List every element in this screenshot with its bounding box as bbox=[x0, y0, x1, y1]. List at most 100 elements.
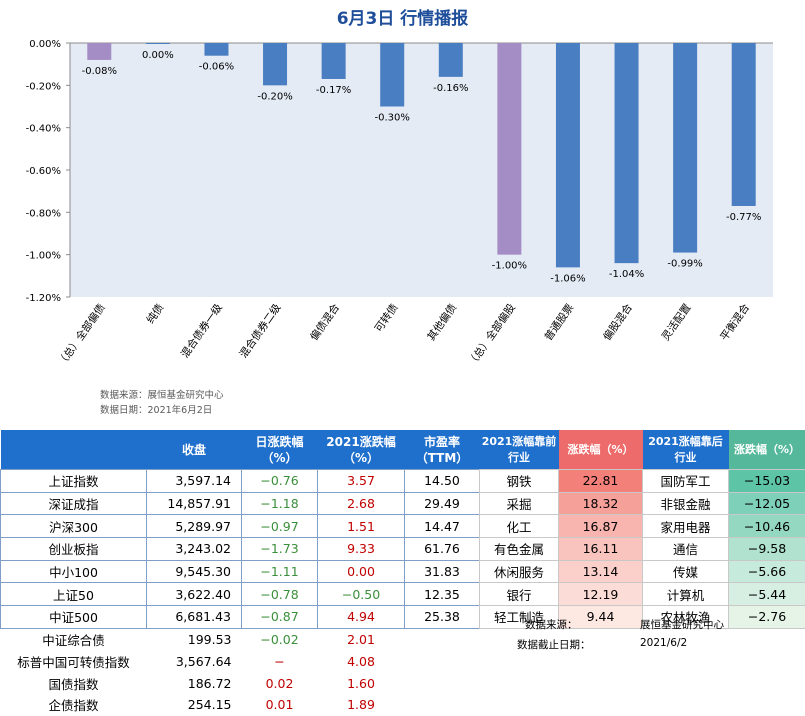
index-close: 6,681.43 bbox=[147, 606, 242, 629]
bar bbox=[263, 43, 287, 85]
sector-bottom-name: 计算机 bbox=[643, 583, 729, 606]
index-close: 5,289.97 bbox=[147, 515, 242, 538]
header-ytd-change: 2021涨跌幅 （%） bbox=[318, 430, 405, 470]
index-name: 上证指数 bbox=[1, 470, 147, 493]
sector-bottom-change: −10.46 bbox=[729, 515, 805, 538]
data-label: -1.00% bbox=[492, 261, 527, 272]
y-tick-label: -0.20% bbox=[26, 81, 61, 92]
bar bbox=[615, 43, 639, 263]
header-blank bbox=[1, 430, 147, 470]
sector-bottom-change: −15.03 bbox=[729, 470, 805, 493]
y-tick-label: 0.00% bbox=[29, 39, 61, 50]
index-pe: 14.50 bbox=[405, 470, 480, 493]
bar bbox=[380, 43, 404, 107]
sector-table: 2021涨幅靠前 行业 涨跌幅（%） 2021涨幅靠后 行业 涨跌幅（%） 钢铁… bbox=[479, 430, 805, 629]
bar bbox=[732, 43, 756, 206]
index-pe: 14.47 bbox=[405, 515, 480, 538]
sector-top-change: 22.81 bbox=[559, 470, 643, 493]
data-label: -0.16% bbox=[433, 83, 468, 94]
index-close: 3,567.64 bbox=[147, 651, 242, 673]
y-tick-label: -0.80% bbox=[26, 208, 61, 219]
sector-top-name: 有色金属 bbox=[480, 538, 559, 561]
index-ytd-change: 2.01 bbox=[318, 628, 405, 650]
category-label: 平衡混合 bbox=[717, 301, 752, 343]
bar bbox=[556, 43, 580, 267]
sector-top-change: 12.19 bbox=[559, 583, 643, 606]
index-ytd-change: 1.51 bbox=[318, 515, 405, 538]
index-name: 标普中国可转债指数 bbox=[1, 651, 147, 673]
index-day-change: −0.02 bbox=[242, 628, 318, 650]
data-label: -1.06% bbox=[550, 273, 585, 284]
index-name: 深证成指 bbox=[1, 492, 147, 515]
data-label: -0.08% bbox=[82, 66, 117, 77]
data-label: -0.30% bbox=[375, 113, 410, 124]
index-name: 国债指数 bbox=[1, 672, 147, 694]
index-day-change: −1.73 bbox=[242, 538, 318, 561]
index-close: 254.15 bbox=[147, 694, 242, 716]
index-ytd-change: 9.33 bbox=[318, 538, 405, 561]
category-label: 可转债 bbox=[372, 301, 401, 334]
index-pe bbox=[405, 672, 480, 694]
sector-top-name: 采掘 bbox=[480, 492, 559, 515]
index-close: 3,597.14 bbox=[147, 470, 242, 493]
sector-bottom-change: −9.58 bbox=[729, 538, 805, 561]
category-label: 灵活配置 bbox=[660, 302, 694, 343]
index-day-change: −0.97 bbox=[242, 515, 318, 538]
sector-top-name: 钢铁 bbox=[480, 470, 559, 493]
data-label: -0.20% bbox=[257, 91, 292, 102]
sector-date-value: 2021/6/2 bbox=[640, 637, 687, 649]
header-top-change: 涨跌幅（%） bbox=[559, 430, 643, 470]
category-label: （总）全部偏股 bbox=[465, 301, 518, 369]
sector-source-label: 数据来源： bbox=[525, 617, 578, 632]
header-bottom-change: 涨跌幅（%） bbox=[729, 430, 805, 470]
sector-top-change: 16.11 bbox=[559, 538, 643, 561]
header-close: 收盘 bbox=[147, 430, 242, 470]
bar bbox=[204, 43, 228, 56]
sector-bottom-change: −5.44 bbox=[729, 583, 805, 606]
index-ytd-change: −0.50 bbox=[318, 583, 405, 606]
header-top-sector: 2021涨幅靠前 行业 bbox=[480, 430, 559, 470]
y-tick-label: -1.00% bbox=[26, 251, 61, 262]
sector-bottom-name: 家用电器 bbox=[643, 515, 729, 538]
bar bbox=[439, 43, 463, 77]
index-day-change: −0.78 bbox=[242, 583, 318, 606]
index-name: 沪深300 bbox=[1, 515, 147, 538]
chart-date: 数据日期：2021年6月2日 bbox=[100, 402, 212, 416]
sector-table-header: 2021涨幅靠前 行业 涨跌幅（%） 2021涨幅靠后 行业 涨跌幅（%） bbox=[480, 430, 805, 470]
category-label: 纯债 bbox=[144, 301, 167, 326]
index-pe bbox=[405, 651, 480, 673]
category-label: 偏股混合 bbox=[600, 301, 635, 343]
y-tick-label: -0.40% bbox=[26, 124, 61, 135]
header-bottom-sector: 2021涨幅靠后 行业 bbox=[643, 430, 729, 470]
category-label: 偏债混合 bbox=[307, 301, 342, 343]
index-ytd-change: 4.94 bbox=[318, 606, 405, 629]
index-day-change: −1.11 bbox=[242, 560, 318, 583]
category-label: 其他偏债 bbox=[425, 301, 460, 343]
sector-bottom-change: −5.66 bbox=[729, 560, 805, 583]
sector-bottom-name: 非银金融 bbox=[643, 492, 729, 515]
sector-top-change: 13.14 bbox=[559, 560, 643, 583]
category-label: 混合债券一级 bbox=[178, 301, 225, 360]
data-label: -0.17% bbox=[316, 85, 351, 96]
sector-top-name: 休闲服务 bbox=[480, 560, 559, 583]
sector-top-name: 化工 bbox=[480, 515, 559, 538]
sector-top-change: 18.32 bbox=[559, 492, 643, 515]
index-pe: 25.38 bbox=[405, 606, 480, 629]
index-close: 186.72 bbox=[147, 672, 242, 694]
category-label: 普通股票 bbox=[542, 301, 577, 343]
index-ytd-change: 4.08 bbox=[318, 651, 405, 673]
sector-bottom-name: 通信 bbox=[643, 538, 729, 561]
sector-bottom-name: 国防军工 bbox=[643, 470, 729, 493]
index-ytd-change: 2.68 bbox=[318, 492, 405, 515]
index-name: 创业板指 bbox=[1, 538, 147, 561]
sector-date-label: 数据截止日期： bbox=[517, 637, 591, 652]
index-ytd-change: 1.89 bbox=[318, 694, 405, 716]
